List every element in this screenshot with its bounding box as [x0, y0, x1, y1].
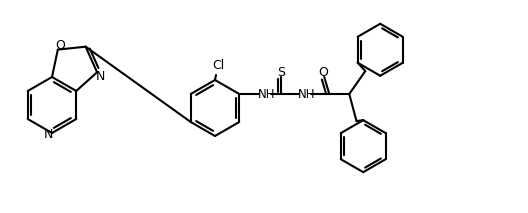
Text: NH: NH [297, 88, 315, 101]
Text: S: S [277, 66, 285, 79]
Text: NH: NH [258, 88, 275, 101]
Text: N: N [43, 128, 53, 141]
Text: O: O [55, 39, 65, 52]
Text: O: O [318, 66, 328, 79]
Text: Cl: Cl [212, 59, 224, 72]
Text: N: N [96, 70, 105, 83]
